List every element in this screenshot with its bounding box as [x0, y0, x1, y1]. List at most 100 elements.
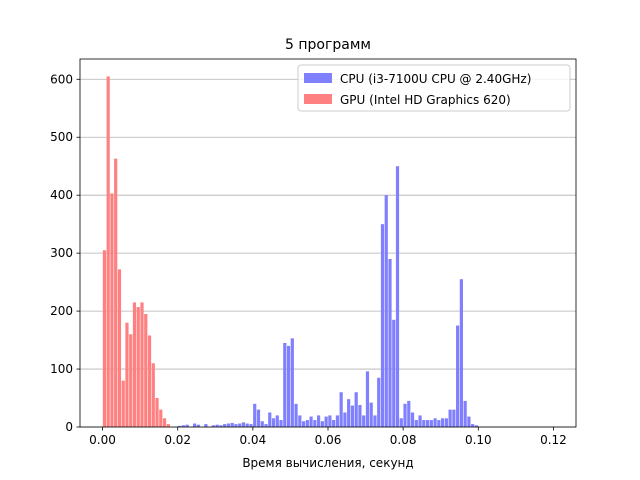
bar: [268, 412, 272, 427]
bar: [354, 392, 358, 427]
y-tick-label: 500: [50, 130, 73, 144]
bar: [467, 416, 471, 427]
bar: [283, 342, 287, 427]
bar: [332, 420, 336, 427]
bar: [144, 313, 148, 427]
bar: [309, 416, 313, 427]
bar: [459, 279, 463, 427]
y-tick-label: 600: [50, 72, 73, 86]
bar: [177, 425, 182, 427]
bar: [110, 193, 114, 427]
bar: [234, 424, 238, 427]
x-tick-label: 0.08: [390, 433, 417, 447]
bar: [106, 76, 110, 427]
bar: [429, 420, 433, 427]
bar: [226, 423, 231, 427]
bar: [181, 425, 185, 427]
bar: [185, 424, 189, 427]
bar: [117, 269, 122, 427]
bar: [365, 371, 370, 427]
bar: [286, 345, 291, 427]
bar: [414, 420, 418, 427]
bar: [294, 403, 298, 427]
bar: [151, 363, 155, 427]
bar: [260, 421, 264, 427]
bar: [245, 423, 249, 427]
bar: [193, 423, 197, 427]
bar: [102, 250, 107, 427]
bar: [425, 420, 430, 427]
bar: [463, 400, 467, 427]
bar: [328, 415, 332, 427]
bar: [136, 307, 140, 427]
bar: [196, 424, 200, 427]
x-tick-label: 0.10: [465, 433, 492, 447]
bar: [305, 420, 309, 427]
bar: [395, 166, 400, 428]
x-tick-label: 0.02: [164, 433, 191, 447]
bar: [448, 409, 452, 427]
bar: [444, 418, 448, 427]
y-tick-label: 300: [50, 246, 73, 260]
bar: [155, 398, 159, 427]
legend-box: [297, 64, 571, 112]
y-tick-label: 0: [65, 420, 73, 434]
bar: [373, 415, 377, 427]
bar: [358, 404, 362, 427]
bar: [159, 409, 163, 427]
bar: [290, 338, 294, 427]
bar: [301, 421, 306, 427]
bar: [215, 424, 219, 427]
bar: [433, 418, 437, 427]
x-tick-label: 0.12: [540, 433, 567, 447]
bar: [384, 195, 388, 427]
bar: [275, 415, 279, 427]
bar: [298, 415, 302, 427]
y-tick-label: 200: [50, 304, 73, 318]
bar: [369, 402, 373, 427]
bar: [166, 424, 170, 427]
legend-swatch: [304, 73, 332, 83]
bar: [264, 424, 268, 427]
bar: [271, 418, 276, 427]
bar: [362, 415, 366, 427]
bar: [147, 335, 152, 427]
legend-label: GPU (Intel HD Graphics 620): [340, 93, 511, 107]
bar: [317, 415, 321, 427]
bar: [437, 420, 441, 427]
x-tick-label: 0.04: [239, 433, 266, 447]
bar: [279, 420, 283, 427]
bar: [418, 415, 422, 427]
bar: [125, 322, 129, 427]
bar: [238, 423, 242, 427]
bar: [249, 424, 253, 427]
y-tick-label: 100: [50, 362, 73, 376]
bar: [456, 325, 460, 427]
bar: [140, 302, 144, 427]
bar: [474, 425, 479, 427]
bar: [441, 418, 445, 427]
bar: [407, 400, 411, 427]
bar: [399, 418, 403, 427]
x-tick-label: 0.00: [89, 433, 116, 447]
bar: [313, 420, 317, 427]
bar: [380, 224, 385, 427]
y-tick-label: 400: [50, 188, 73, 202]
bar: [162, 418, 167, 427]
bar: [347, 399, 351, 427]
ticks: 0 100 200 300 400 500 600 0.00 0.02 0.04 0.06 0.08 0…: [50, 72, 567, 447]
bar: [114, 158, 118, 427]
bar: [230, 422, 234, 427]
bar: [211, 425, 215, 427]
bar: [256, 409, 261, 427]
bar: [204, 424, 208, 427]
bar: [324, 416, 328, 427]
chart-title: 5 программ: [285, 37, 371, 53]
bar: [452, 409, 456, 427]
bar: [132, 302, 137, 427]
legend-label: CPU (i3-7100U CPU @ 2.40GHz): [340, 72, 531, 86]
bar: [410, 412, 415, 427]
bar: [129, 334, 133, 427]
bar: [388, 258, 392, 427]
